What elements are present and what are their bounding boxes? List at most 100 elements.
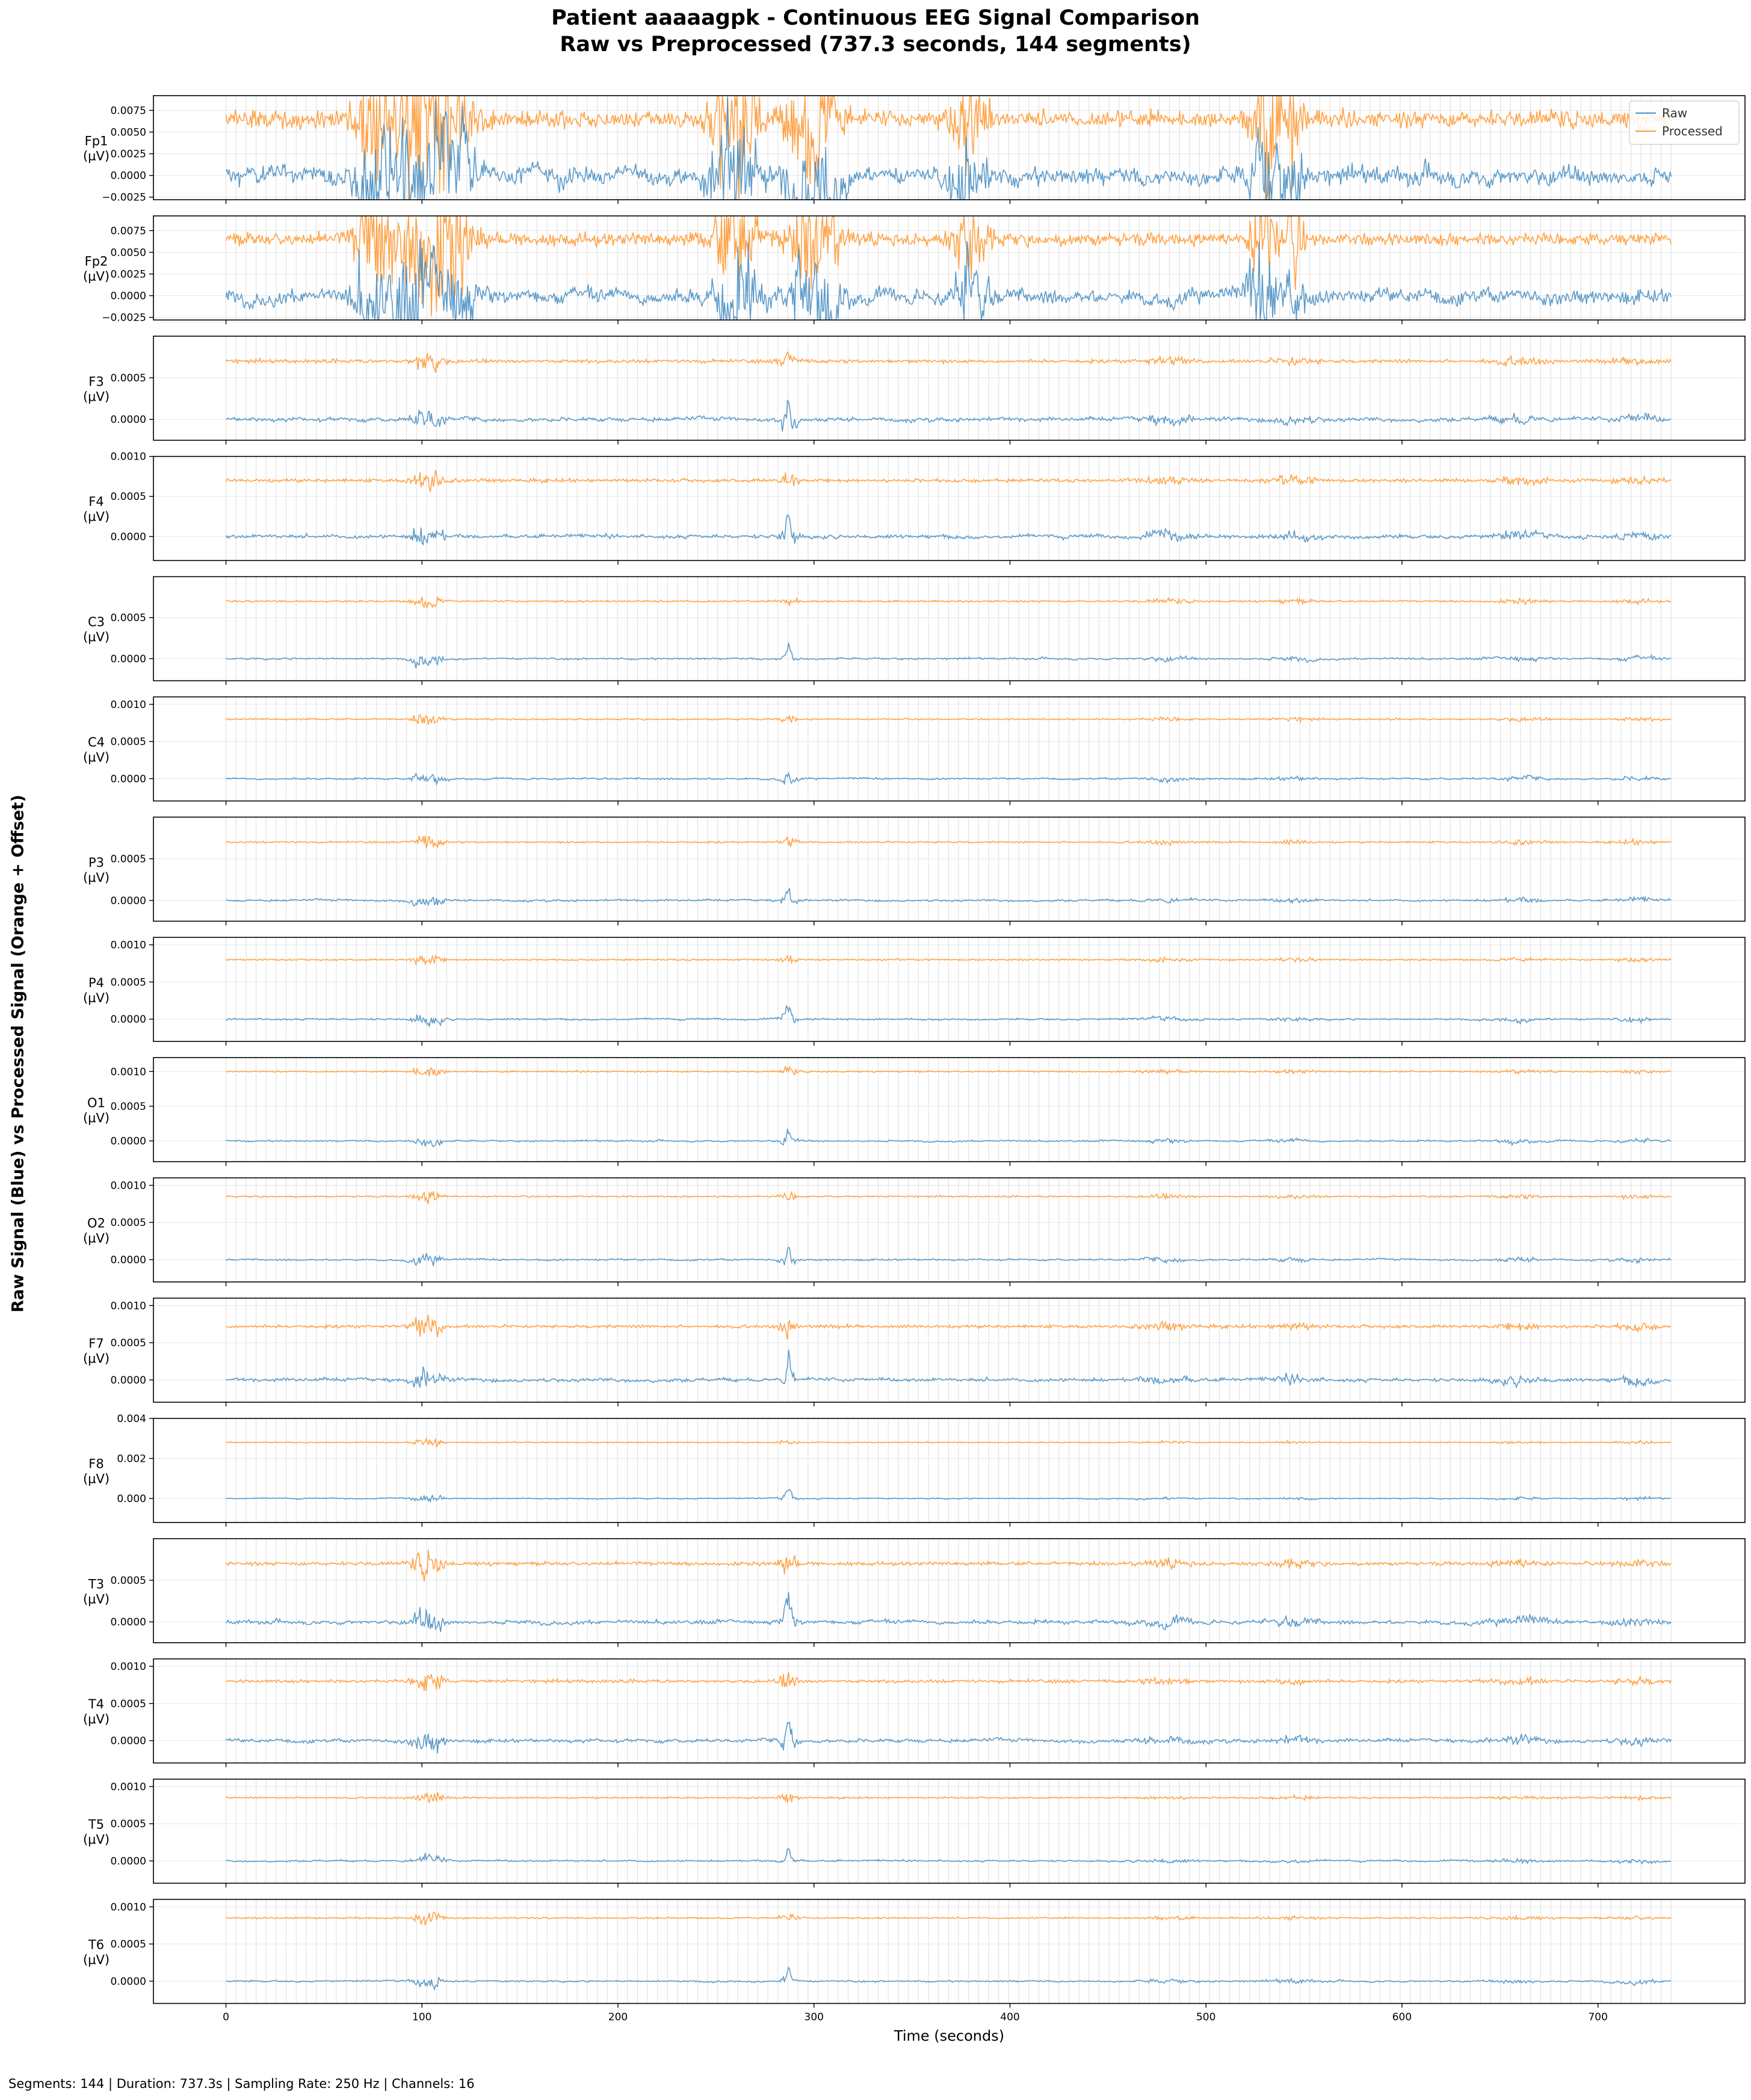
axes-frame [153, 816, 1746, 922]
channel-panel-p4: 0.0000 0.0005 0.0010 P4(µV) [83, 937, 1746, 1046]
axes-frame [153, 937, 1746, 1042]
x-tick-label: 200 [608, 2012, 628, 2024]
raw-signal-o2 [226, 1246, 1672, 1266]
channel-panel-t3: 0.0000 0.0005 T3(µV) [83, 1538, 1746, 1647]
x-tick-label: 700 [1588, 2012, 1607, 2024]
y-tick-label: 0.0075 [111, 225, 146, 237]
channel-panel-f3: 0.0000 0.0005 F3(µV) [83, 335, 1746, 445]
y-tick-label: 0.0000 [111, 895, 146, 907]
channel-unit: (µV) [83, 1832, 110, 1847]
axes-frame [153, 335, 1746, 441]
channel-name: Fp2 [85, 254, 108, 268]
channel-unit: (µV) [83, 149, 110, 164]
channel-unit: (µV) [83, 1352, 110, 1366]
raw-signal-o1 [226, 1129, 1672, 1148]
axes-frame [153, 576, 1746, 682]
axes-frame [153, 1418, 1746, 1523]
y-tick-label: 0.0010 [111, 1781, 146, 1793]
y-tick-label: 0.0050 [111, 247, 146, 259]
x-tick-label: 0 [223, 2012, 229, 2024]
y-tick-label: 0.0075 [111, 105, 146, 117]
channel-panel-fp1: −0.0025 0.0000 0.0025 0.0050 0.0075 Fp1(µV) Ra… [83, 95, 1746, 204]
raw-signal-t5 [226, 1848, 1672, 1865]
signals [226, 836, 1672, 907]
signals [226, 1437, 1672, 1503]
y-tick-label: 0.0025 [111, 149, 146, 161]
y-tick-label: 0.0050 [111, 127, 146, 139]
y-tick-label: 0.0000 [111, 531, 146, 543]
y-tick-label: 0.0000 [111, 1254, 146, 1266]
channel-unit: (µV) [83, 1471, 110, 1486]
raw-signal-p4 [226, 1005, 1672, 1028]
axes-frame [153, 696, 1746, 802]
raw-signal-t4 [225, 1721, 1672, 1754]
channel-panel-t5: 0.0000 0.0005 0.0010 T5(µV) [83, 1778, 1746, 1888]
raw-signal-fp2 [225, 239, 1672, 320]
processed-signal-t4 [226, 1672, 1672, 1692]
raw-signal-f4 [225, 514, 1672, 546]
y-tick-label: 0.0005 [111, 1818, 146, 1831]
channel-panel-c4: 0.0000 0.0005 0.0010 C4(µV) [83, 696, 1746, 805]
processed-signal-c3 [226, 596, 1672, 609]
channel-unit: (µV) [83, 510, 110, 524]
signals [225, 1791, 1672, 1865]
y-tick-label: 0.0000 [111, 1975, 146, 1988]
raw-signal-fp1 [225, 97, 1672, 200]
legend-entry: Processed [1662, 124, 1723, 138]
y-tick-label: 0.0005 [111, 372, 146, 384]
y-tick-label: 0.0005 [111, 736, 146, 748]
processed-signal-f3 [225, 351, 1672, 374]
axes-frame [153, 1298, 1746, 1403]
title-line-1: Patient aaaaagpk - Continuous EEG Signal… [551, 6, 1200, 30]
channel-name: T4 [88, 1697, 104, 1711]
channel-panel-f4: 0.0000 0.0005 0.0010 F4(µV) [83, 451, 1746, 565]
raw-signal-f8 [226, 1489, 1672, 1503]
y-tick-label: 0.0005 [111, 854, 146, 866]
channel-name: T6 [88, 1938, 104, 1952]
processed-signal-f4 [225, 470, 1672, 493]
channel-unit: (µV) [83, 750, 110, 765]
y-tick-label: 0.0000 [111, 1616, 146, 1628]
y-tick-label: 0.0010 [111, 1661, 146, 1673]
x-tick-label: 500 [1196, 2012, 1215, 2024]
channel-panel-c3: 0.0000 0.0005 C3(µV) [83, 576, 1746, 685]
channel-panel-f7: 0.0000 0.0005 0.0010 F7(µV) [83, 1298, 1746, 1406]
channel-unit: (µV) [83, 1953, 110, 1967]
channel-name: F7 [88, 1337, 103, 1351]
segment-grid [153, 336, 1745, 440]
axes-frame [153, 1778, 1746, 1884]
channel-unit: (µV) [83, 1111, 110, 1125]
signals [225, 215, 1672, 320]
legend: Raw Processed [1629, 100, 1740, 145]
channel-unit: (µV) [83, 1712, 110, 1726]
channel-unit: (µV) [83, 1231, 110, 1246]
signals [226, 596, 1672, 669]
raw-signal-f3 [226, 399, 1672, 432]
channel-unit: (µV) [83, 389, 110, 404]
axes-frame [153, 1177, 1746, 1282]
axes-frame [153, 1057, 1746, 1162]
processed-signal-p4 [226, 953, 1672, 966]
y-tick-label: 0.0005 [111, 1217, 146, 1229]
signals [226, 1314, 1672, 1389]
y-tick-label: 0.0005 [111, 1698, 146, 1710]
signals [225, 1550, 1672, 1633]
y-tick-label: 0.0025 [111, 268, 146, 280]
processed-signal-fp2 [225, 215, 1672, 317]
y-tick-label: 0.0000 [111, 1136, 146, 1148]
signals [225, 351, 1672, 432]
channel-name: O1 [87, 1096, 105, 1110]
channel-name: P3 [88, 855, 104, 870]
y-tick-label: 0.0000 [111, 773, 146, 785]
segment-grid [153, 1058, 1745, 1162]
y-tick-label: 0.0010 [111, 1066, 146, 1078]
signals [225, 470, 1672, 546]
processed-signal-p3 [226, 836, 1672, 849]
y-tick-label: 0.0010 [111, 1180, 146, 1192]
y-tick-label: 0.0005 [111, 491, 146, 503]
processed-signal-t3 [225, 1550, 1672, 1582]
y-tick-label: 0.0000 [111, 414, 146, 426]
channel-panel-t4: 0.0000 0.0005 0.0010 T4(µV) [83, 1658, 1746, 1767]
axes-frame [153, 215, 1746, 321]
channel-unit: (µV) [83, 630, 110, 644]
